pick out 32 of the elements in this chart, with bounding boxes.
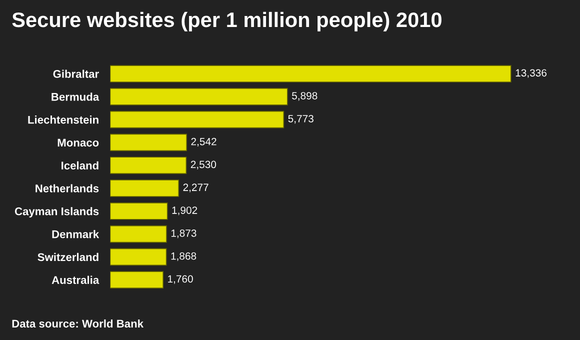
y-tick-label: Gibraltar: [53, 70, 99, 78]
bar: [110, 156, 187, 174]
chart-title: Secure websites (per 1 million people) 2010: [12, 12, 442, 32]
data-label: 5,898: [292, 92, 318, 101]
y-tick-label: Cayman Islands: [14, 207, 99, 218]
y-tick-label: Netherlands: [36, 184, 99, 192]
y-tick-label: Switzerland: [38, 252, 98, 262]
bar: [110, 248, 167, 266]
bar: [110, 88, 288, 106]
bar: [110, 180, 180, 197]
data-label: 1,902: [172, 206, 198, 216]
data-label: 1,873: [171, 229, 196, 238]
data-label: 1,868: [171, 252, 196, 261]
bar: [110, 65, 512, 82]
y-tick-label: Liechtenstein: [28, 116, 98, 124]
bar: [110, 110, 284, 128]
bar: [110, 134, 188, 152]
data-label: 2,277: [183, 184, 208, 192]
source-note: Data source: World Bank: [12, 319, 144, 328]
data-label: 5,773: [288, 114, 314, 124]
y-tick-label: Denmark: [52, 230, 100, 238]
data-label: 2,542: [191, 138, 216, 146]
bar: [110, 271, 164, 288]
y-tick-label: Australia: [52, 276, 100, 284]
y-tick-label: Iceland: [62, 161, 98, 170]
data-label: 13,336: [516, 69, 546, 78]
bar: [110, 202, 168, 220]
y-tick-label: Bermuda: [52, 92, 100, 101]
bar: [110, 225, 167, 243]
y-tick-label: Monaco: [58, 138, 99, 147]
data-label: 2,530: [190, 160, 216, 170]
data-label: 1,760: [168, 275, 193, 284]
